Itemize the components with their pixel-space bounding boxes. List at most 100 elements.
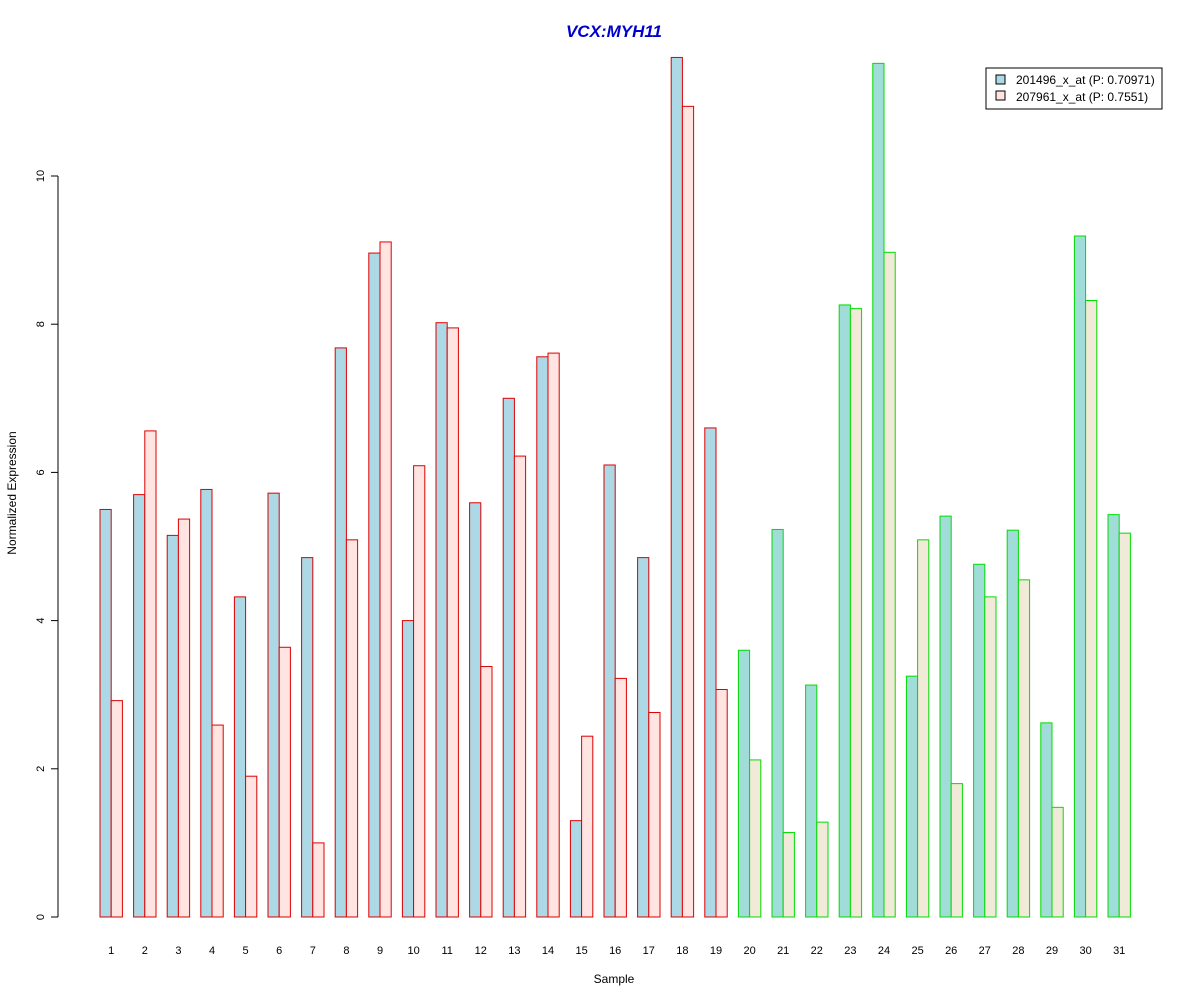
bar-series2-sample-13 (513, 455, 527, 918)
x-tick-label: 18 (676, 945, 688, 957)
bar-series1-sample-28 (1006, 529, 1019, 918)
bar-series2-sample-29 (1051, 806, 1064, 918)
x-tick-label: 30 (1079, 945, 1091, 957)
bar-series1-sample-27 (973, 563, 986, 918)
bar-series2-sample-18 (681, 105, 695, 918)
y-tick-label: 4 (35, 618, 47, 624)
bar-series2-sample-5 (245, 775, 258, 918)
bar-series1-sample-22 (805, 684, 818, 918)
bar-series2-sample-23 (849, 308, 863, 918)
x-tick-label: 13 (508, 945, 520, 957)
bar-series2-sample-21 (782, 832, 795, 918)
bar-series1-sample-6 (267, 492, 280, 918)
legend: 201496_x_at (P: 0.70971) 207961_x_at (P:… (985, 67, 1163, 110)
bar-series1-sample-25 (905, 675, 919, 918)
bar-series1-sample-19 (704, 427, 717, 918)
y-axis-title: Normalized Expression (5, 431, 19, 554)
bar-series2-sample-3 (177, 518, 191, 918)
legend-label: 207961_x_at (P: 0.7551) (1016, 90, 1148, 104)
x-tick-label: 12 (475, 945, 487, 957)
chart-title: VCX:MYH11 (566, 22, 662, 41)
bar-series2-sample-11 (446, 327, 459, 918)
bar-series1-sample-11 (435, 322, 448, 918)
bar-series2-sample-20 (749, 759, 762, 918)
legend-box (985, 67, 1163, 110)
x-tick-label: 11 (441, 945, 452, 957)
bar-series1-sample-9 (368, 252, 381, 918)
bar-series2-sample-6 (278, 646, 291, 918)
x-tick-label: 5 (243, 945, 249, 957)
bar-series1-sample-23 (838, 304, 851, 918)
bar-series2-sample-28 (1017, 579, 1031, 918)
bar-series1-sample-7 (301, 557, 314, 918)
y-tick-label: 10 (35, 170, 47, 182)
bar-series2-sample-4 (211, 724, 224, 918)
bar-series2-sample-22 (816, 821, 829, 918)
bar-series1-sample-15 (569, 820, 583, 918)
bar-series2-sample-26 (950, 783, 963, 918)
x-tick-label: 1 (108, 945, 114, 957)
bar-series1-sample-14 (536, 356, 549, 918)
bar-series1-sample-21 (771, 528, 784, 918)
bar-series2-sample-8 (345, 539, 359, 918)
x-tick-label: 25 (911, 945, 923, 957)
y-tick-label: 6 (35, 469, 47, 475)
bars-group (99, 56, 1131, 918)
bar-series1-sample-24 (872, 62, 885, 918)
x-tick-label: 27 (979, 945, 991, 957)
bar-series1-sample-16 (603, 464, 616, 918)
bar-series1-sample-13 (502, 397, 515, 918)
bar-series2-sample-10 (413, 465, 426, 918)
x-tick-label: 3 (175, 945, 181, 957)
bar-series1-sample-18 (670, 56, 683, 918)
bar-series1-sample-10 (401, 620, 415, 918)
legend-swatch (995, 74, 1006, 85)
x-tick-label: 23 (844, 945, 856, 957)
legend-label: 201496_x_at (P: 0.70971) (1016, 73, 1155, 87)
bar-series2-sample-17 (648, 711, 661, 918)
bar-series2-sample-7 (312, 842, 325, 918)
bar-series2-sample-16 (614, 677, 627, 918)
bar-series1-sample-17 (637, 557, 650, 918)
bar-series2-sample-1 (110, 700, 123, 918)
y-axis: 0 2 4 6 8 10 (35, 170, 59, 920)
x-tick-label: 7 (310, 945, 316, 957)
x-tick-label: 28 (1012, 945, 1024, 957)
y-tick-label: 0 (35, 914, 47, 920)
bar-series2-sample-9 (379, 241, 392, 918)
x-tick-label: 6 (276, 945, 282, 957)
bar-series1-sample-29 (1040, 722, 1053, 918)
bar-series1-sample-26 (939, 515, 952, 918)
x-tick-label: 15 (575, 945, 587, 957)
y-tick-label: 8 (35, 321, 47, 327)
bar-series2-sample-30 (1085, 299, 1098, 918)
x-tick-label: 10 (407, 945, 419, 957)
bar-series2-sample-27 (984, 596, 997, 918)
x-tick-label: 17 (643, 945, 655, 957)
x-axis-title: Sample (594, 972, 635, 986)
bar-series2-sample-24 (883, 251, 896, 918)
x-tick-label: 14 (542, 945, 554, 957)
x-tick-label: 4 (209, 945, 215, 957)
x-tick-label: 20 (743, 945, 755, 957)
bar-series1-sample-3 (166, 534, 179, 918)
x-tick-label: 26 (945, 945, 957, 957)
bar-series2-sample-19 (715, 689, 728, 918)
x-tick-label: 16 (609, 945, 621, 957)
legend-swatch (995, 90, 1006, 101)
bar-series1-sample-1 (99, 508, 112, 918)
x-tick-label: 8 (343, 945, 349, 957)
bar-series1-sample-12 (469, 502, 482, 918)
bar-series1-sample-5 (233, 596, 247, 918)
bar-series1-sample-20 (737, 649, 751, 918)
bar-series1-sample-4 (200, 488, 213, 918)
x-tick-label: 24 (878, 945, 890, 957)
bar-series1-sample-31 (1107, 514, 1120, 918)
x-tick-label: 19 (710, 945, 722, 957)
x-tick-label: 22 (811, 945, 823, 957)
bar-series1-sample-2 (133, 494, 146, 918)
bar-series2-sample-2 (144, 430, 157, 918)
bar-series1-sample-8 (334, 347, 347, 918)
bar-series2-sample-15 (581, 735, 594, 918)
